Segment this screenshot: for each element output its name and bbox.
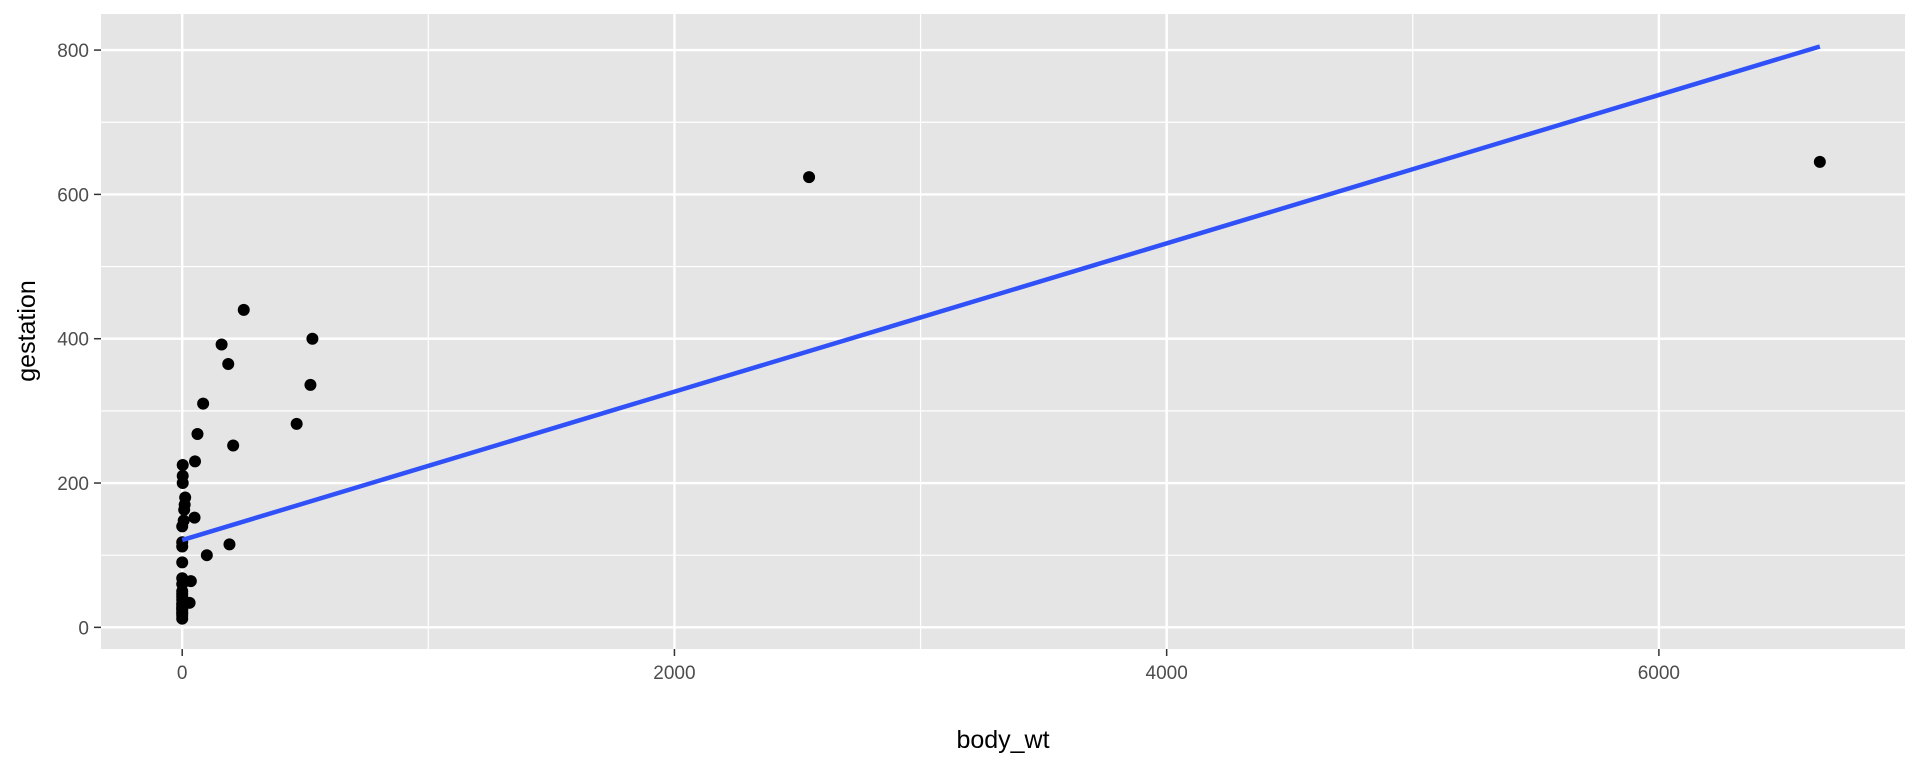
data-point — [227, 439, 240, 452]
data-point — [177, 514, 190, 527]
data-point — [176, 556, 189, 569]
y-tick-label: 600 — [57, 185, 89, 206]
x-axis-title: body_wt — [956, 726, 1049, 754]
data-point — [179, 491, 192, 504]
data-point — [176, 458, 189, 471]
panel-background — [101, 14, 1905, 649]
data-points — [176, 155, 1826, 625]
data-point — [290, 417, 303, 430]
data-point — [200, 549, 213, 562]
x-tick-labels: 0 2000 4000 6000 — [177, 663, 1680, 684]
y-tick-label: 400 — [57, 330, 89, 351]
data-point — [237, 303, 250, 316]
y-tick-label: 0 — [78, 618, 89, 639]
fit-line-group — [181, 44, 1821, 543]
x-tick-label: 2000 — [653, 663, 695, 684]
data-point — [215, 338, 228, 351]
data-point — [184, 575, 197, 588]
x-tick-label: 6000 — [1638, 663, 1680, 684]
x-tick-label: 0 — [177, 663, 188, 684]
data-point — [304, 378, 317, 391]
data-point — [222, 357, 235, 370]
y-tick-label: 200 — [57, 474, 89, 495]
data-point — [189, 455, 202, 468]
y-tick-labels: 0 200 400 600 800 — [57, 41, 89, 639]
data-point — [1813, 155, 1826, 168]
x-tick-label: 4000 — [1146, 663, 1188, 684]
y-axis-title: gestation — [13, 280, 41, 381]
data-point — [188, 511, 201, 524]
data-point — [183, 596, 196, 609]
data-point — [803, 171, 816, 184]
fit-line — [181, 44, 1821, 543]
data-point — [306, 332, 319, 345]
y-tick-label: 800 — [57, 41, 89, 62]
data-point — [191, 427, 204, 440]
data-point — [197, 397, 210, 410]
data-point — [223, 538, 236, 551]
data-point — [176, 469, 189, 482]
axis-ticks — [94, 49, 1660, 656]
